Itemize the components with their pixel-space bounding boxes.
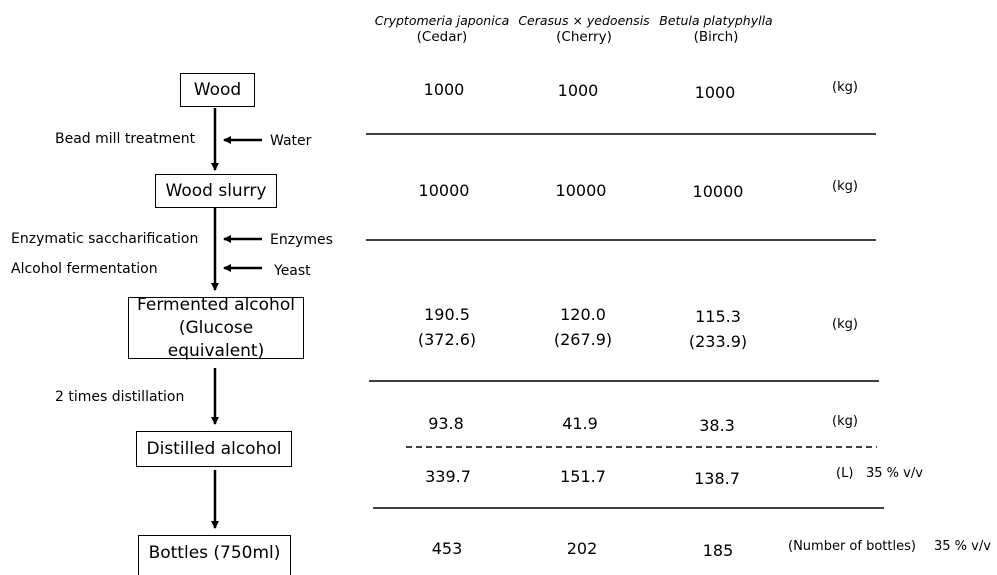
value-bottles-cherry: 202	[566, 539, 598, 558]
value-bottles-birch: 185	[702, 541, 734, 560]
box-distilled-label: Distilled alcohol	[146, 438, 282, 459]
box-bottles-label: Bottles (750ml)	[148, 543, 281, 563]
box-wood: Wood	[180, 73, 255, 107]
step-bead-mill: Bead mill treatment	[55, 131, 196, 147]
value-distilled-kg-birch: 38.3	[699, 416, 735, 435]
species-scientific-name: Cryptomeria japonica	[374, 13, 510, 28]
species-scientific-name: Cerasus × yedoensis	[518, 13, 650, 28]
value-wood-cherry: 1000	[557, 81, 599, 100]
species-header-birch: Betula platyphylla (Birch)	[651, 12, 781, 46]
value-bottles-cedar: 453	[431, 539, 463, 558]
note-bottles: 35 % v/v	[934, 539, 991, 554]
box-wood-label: Wood	[193, 79, 242, 100]
input-water: Water	[270, 133, 312, 149]
value-distilled-l-birch: 138.7	[694, 469, 740, 488]
box-fermented-alcohol: Fermented alcohol (Glucose equivalent)	[128, 294, 304, 361]
step-fermentation: Alcohol fermentation	[11, 261, 158, 277]
step-distillation: 2 times distillation	[55, 389, 185, 405]
value-wood-birch: 1000	[694, 83, 736, 102]
value-fermented-cherry: 120.0	[560, 305, 606, 324]
value-distilled-kg-cedar: 93.8	[428, 414, 464, 433]
value-slurry-birch: 10000	[692, 182, 744, 201]
unit-distilled-kg: (kg)	[832, 414, 858, 429]
value-distilled-l-cedar: 339.7	[425, 467, 471, 486]
species-common-name: (Birch)	[693, 29, 739, 45]
value-slurry-cherry: 10000	[555, 181, 607, 200]
box-wood-slurry-label: Wood slurry	[165, 180, 267, 201]
species-header-cherry: Cerasus × yedoensis (Cherry)	[514, 12, 654, 46]
value-fermented-birch: 115.3	[695, 307, 741, 326]
glucose-eq-cedar: (372.6)	[417, 330, 477, 349]
glucose-eq-cherry: (267.9)	[553, 330, 613, 349]
unit-bottles: (Number of bottles)	[788, 539, 916, 554]
box-wood-slurry: Wood slurry	[155, 174, 277, 208]
value-fermented-cedar: 190.5	[424, 305, 470, 324]
species-common-name: (Cedar)	[416, 29, 468, 45]
value-wood-cedar: 1000	[423, 80, 465, 99]
species-common-name: (Cherry)	[556, 29, 612, 45]
unit-fermented: (kg)	[832, 317, 858, 332]
unit-slurry: (kg)	[832, 179, 858, 194]
unit-distilled-l: (L)	[836, 466, 854, 481]
value-slurry-cedar: 10000	[418, 181, 470, 200]
input-enzymes: Enzymes	[270, 232, 333, 248]
step-saccharification: Enzymatic saccharification	[11, 231, 199, 247]
glucose-eq-birch: (233.9)	[688, 332, 748, 351]
box-fermented-sublabel: (Glucose equivalent)	[167, 317, 265, 361]
box-fermented-label: Fermented alcohol	[137, 294, 295, 315]
value-distilled-l-cherry: 151.7	[560, 467, 606, 486]
species-header-cedar: Cryptomeria japonica (Cedar)	[372, 12, 512, 46]
value-distilled-kg-cherry: 41.9	[562, 414, 598, 433]
box-distilled-alcohol: Distilled alcohol	[136, 431, 292, 467]
unit-wood: (kg)	[832, 80, 858, 95]
species-scientific-name: Betula platyphylla	[659, 13, 773, 28]
box-bottles: Bottles (750ml)	[138, 535, 291, 575]
input-yeast: Yeast	[274, 263, 311, 279]
note-distilled-l: 35 % v/v	[866, 466, 923, 481]
